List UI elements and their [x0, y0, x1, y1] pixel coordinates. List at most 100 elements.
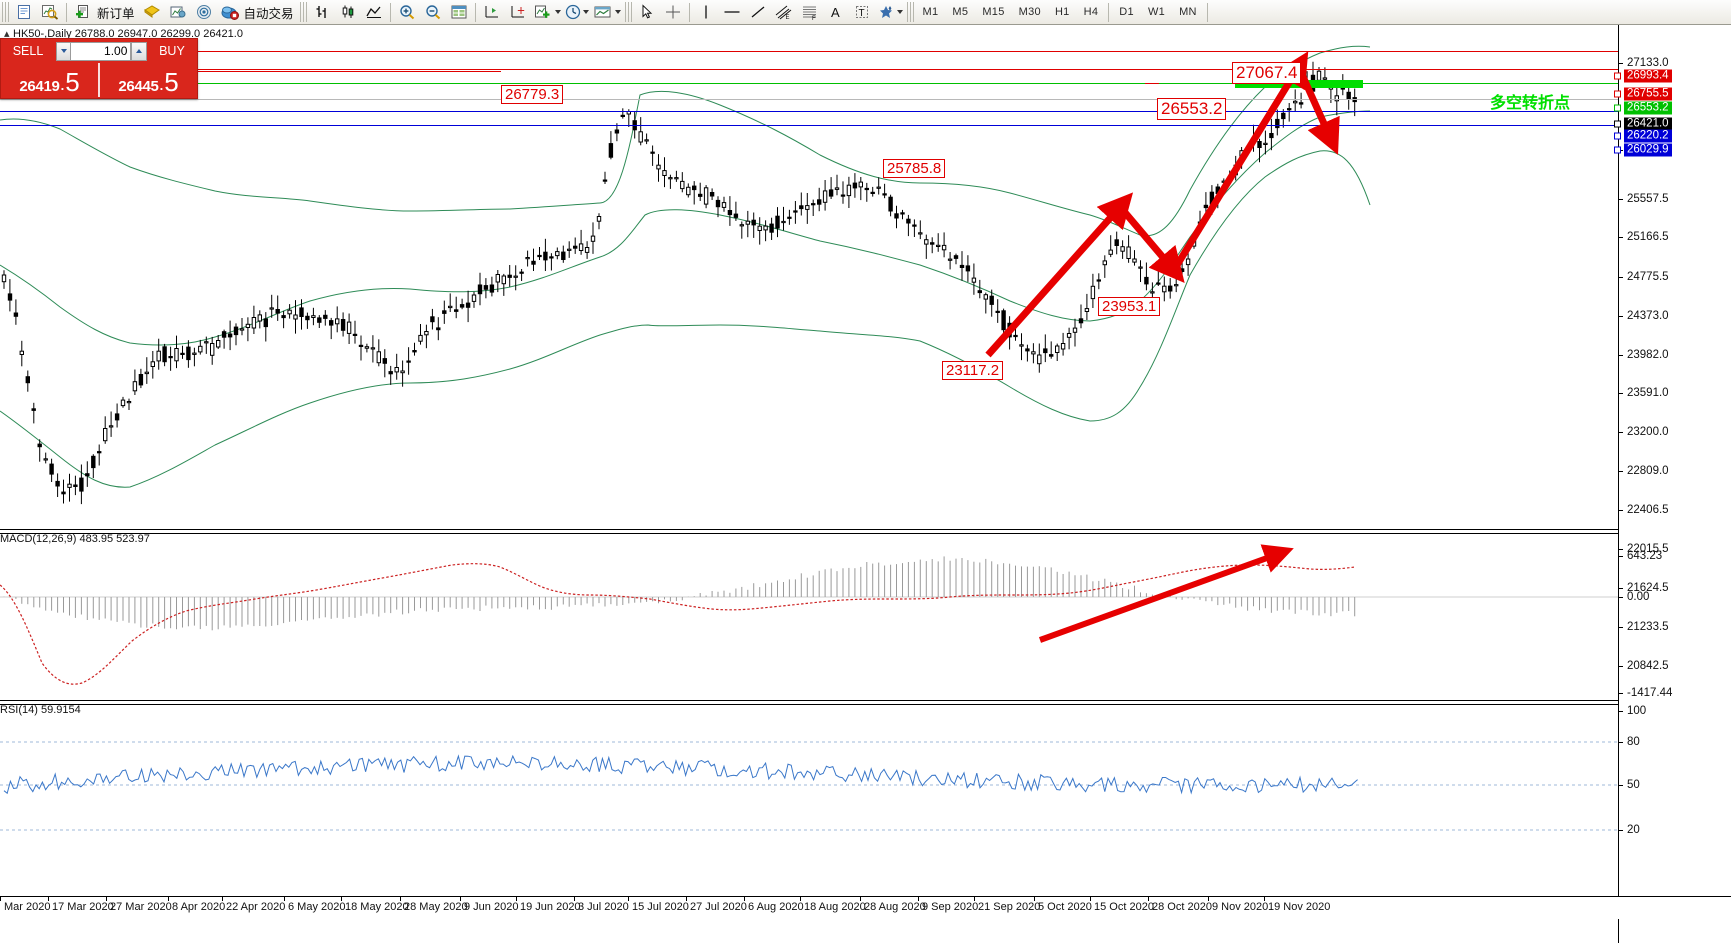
last-price-line-26421[interactable]: [0, 99, 1618, 100]
bar-chart-icon[interactable]: [309, 1, 335, 23]
templates-icon[interactable]: [591, 1, 623, 23]
annotation-25785[interactable]: 25785.8: [883, 159, 946, 178]
auto-trading-icon[interactable]: [217, 1, 243, 23]
timeframe-m1[interactable]: M1: [922, 6, 939, 18]
resistance-line-26755[interactable]: [0, 69, 1618, 70]
timeframe-m15[interactable]: M15: [982, 6, 1005, 18]
price-tick: [1619, 549, 1623, 550]
timeframe-mn[interactable]: MN: [1179, 6, 1197, 18]
price-tag[interactable]: 26421.0: [1624, 117, 1672, 131]
toolbar-separator-6: [1206, 2, 1208, 22]
chevron-down-icon-3[interactable]: [614, 10, 621, 14]
chevron-down-icon-4[interactable]: [896, 10, 903, 14]
timeframe-w1[interactable]: W1: [1147, 6, 1166, 18]
one-click-trading-panel[interactable]: SELL 1.00 BUY 26419 . 5 26445 . 5: [0, 38, 198, 99]
toolbar-grip-4[interactable]: [906, 2, 914, 22]
text-label-icon[interactable]: T: [849, 1, 875, 23]
price-tick-label: 21233.5: [1627, 621, 1669, 633]
volume-input[interactable]: 1.00: [71, 41, 132, 61]
toolbar-grip-3[interactable]: [624, 2, 632, 22]
chart-shift-icon[interactable]: [479, 1, 505, 23]
price-tag-handle[interactable]: [1614, 72, 1621, 80]
resistance-line-26993[interactable]: [0, 51, 1618, 52]
pane-divider-rsi[interactable]: [0, 700, 1618, 705]
zoom-out-icon[interactable]: [420, 1, 446, 23]
price-scale[interactable]: 27133.025948.525557.525166.524775.524373…: [1614, 25, 1731, 943]
volume-increment-button[interactable]: [131, 41, 147, 61]
new-order-icon[interactable]: [70, 1, 96, 23]
annotation-23953[interactable]: 23953.1: [1098, 297, 1161, 316]
toolbar-grip-2[interactable]: [299, 2, 307, 22]
horizontal-line-icon[interactable]: [719, 1, 745, 23]
chinese-annotation[interactable]: 多空转折点: [1490, 95, 1571, 112]
timeframe-h4[interactable]: H4: [1083, 6, 1099, 18]
price-tick: [1619, 510, 1623, 511]
buy-price[interactable]: 26445 . 5: [100, 63, 197, 97]
price-tag[interactable]: 26755.5: [1624, 87, 1672, 101]
toolbar-separator-4: [688, 2, 690, 22]
toolbar-separator-5: [1108, 2, 1110, 22]
indicators-icon[interactable]: [531, 1, 563, 23]
expert-advisor-icon[interactable]: [139, 1, 165, 23]
line-chart-icon[interactable]: [361, 1, 387, 23]
time-axis-label: 6 May 2020: [288, 901, 346, 913]
timeframe-h1[interactable]: H1: [1054, 6, 1070, 18]
toolbar-grip[interactable]: [2, 2, 9, 22]
cursor-icon[interactable]: [634, 1, 660, 23]
trendline-icon[interactable]: [745, 1, 771, 23]
chart-area[interactable]: ▴ HK50-,Daily 26788.0 26947.0 26299.0 264…: [0, 25, 1731, 943]
fibonacci-icon[interactable]: F: [797, 1, 823, 23]
price-tag[interactable]: 26029.9: [1624, 143, 1672, 157]
volume-dropdown-button[interactable]: [55, 41, 72, 61]
new-chart-icon[interactable]: [11, 1, 37, 23]
equidistant-channel-icon[interactable]: E: [771, 1, 797, 23]
price-tag[interactable]: 26220.2: [1624, 129, 1672, 143]
annotation-27067[interactable]: 27067.4: [1232, 62, 1302, 84]
support-line-26029[interactable]: [0, 125, 1618, 126]
chevron-down-icon-2[interactable]: [582, 10, 589, 14]
time-axis-label: 3 Jul 2020: [578, 901, 629, 913]
annotation-26779[interactable]: 26779.3: [501, 85, 564, 104]
sell-button[interactable]: SELL: [12, 44, 44, 58]
vertical-line-icon[interactable]: [693, 1, 719, 23]
toolbar-separator-2: [389, 2, 391, 22]
time-axis[interactable]: Mar 2020 17 Mar 2020 27 Mar 2020 8 Apr 2020…: [0, 896, 1731, 919]
indicator-tick-label: 20: [1627, 824, 1640, 836]
price-tag-handle[interactable]: [1614, 120, 1621, 128]
new-order-label[interactable]: 新订单: [97, 6, 135, 21]
time-axis-label: 19 Nov 2020: [1268, 901, 1331, 913]
rsi-pane[interactable]: [0, 708, 1618, 848]
shapes-icon[interactable]: [875, 1, 905, 23]
crosshair-icon[interactable]: [660, 1, 686, 23]
data-window-icon[interactable]: [446, 1, 472, 23]
zoom-in-icon[interactable]: [394, 1, 420, 23]
price-tag[interactable]: 26993.4: [1624, 69, 1672, 83]
price-tag-handle[interactable]: [1614, 104, 1621, 112]
text-icon[interactable]: A: [823, 1, 849, 23]
pivot-line-26553[interactable]: [0, 83, 1618, 84]
market-watch-icon[interactable]: [37, 1, 63, 23]
candle-chart-icon[interactable]: [335, 1, 361, 23]
auto-trading-label[interactable]: 自动交易: [243, 6, 294, 21]
price-tag[interactable]: 26553.2: [1624, 101, 1672, 115]
sell-price[interactable]: 26419 . 5: [1, 63, 98, 97]
indicator-tick: [1619, 556, 1623, 557]
timeframe-d1[interactable]: D1: [1119, 6, 1134, 18]
signals-icon[interactable]: [191, 1, 217, 23]
price-tag-handle[interactable]: [1614, 132, 1621, 140]
chevron-down-icon[interactable]: [554, 10, 561, 14]
annotation-26553[interactable]: 26553.2: [1157, 98, 1227, 120]
price-pane[interactable]: 26779.3 25785.8 23117.2 23953.1 26553.2 …: [0, 25, 1618, 515]
timeframe-m30[interactable]: M30: [1018, 6, 1041, 18]
buy-button[interactable]: BUY: [159, 44, 185, 58]
timeframe-m5[interactable]: M5: [952, 6, 969, 18]
price-tag-handle[interactable]: [1614, 146, 1621, 154]
support-line-26220[interactable]: [0, 111, 1618, 112]
periods-icon[interactable]: [563, 1, 591, 23]
price-tag-handle[interactable]: [1614, 90, 1621, 98]
pane-divider-macd[interactable]: [0, 529, 1618, 534]
strategy-tester-icon[interactable]: [165, 1, 191, 23]
macd-pane[interactable]: [0, 537, 1618, 697]
auto-scroll-icon[interactable]: [505, 1, 531, 23]
annotation-23117[interactable]: 23117.2: [942, 361, 1004, 380]
